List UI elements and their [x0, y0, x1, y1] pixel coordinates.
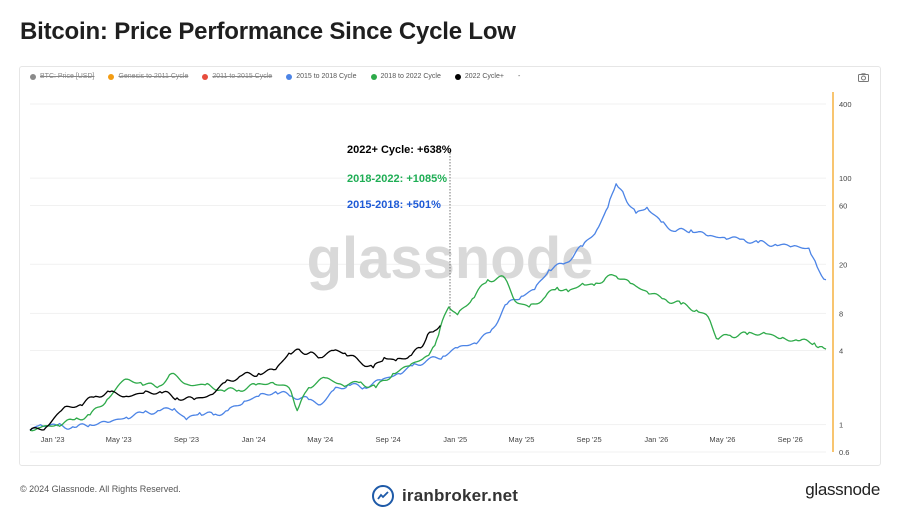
legend-dot-icon: [108, 73, 115, 80]
chart-panel: [19, 66, 881, 466]
camera-icon[interactable]: [858, 73, 869, 85]
x-tick-label: Sep '25: [577, 435, 602, 444]
x-tick-label: Sep '24: [375, 435, 400, 444]
series-line-2015-to-2018-cycle: [29, 183, 827, 431]
x-tick-label: Jan '23: [41, 435, 65, 444]
x-tick-label: Sep '26: [778, 435, 803, 444]
y-tick-label: 20: [839, 260, 847, 269]
x-tick-label: May '23: [106, 435, 132, 444]
trend-icon: [372, 485, 394, 507]
legend-dot-icon: [30, 73, 36, 80]
gridlines: [30, 103, 826, 453]
x-tick-label: May '26: [709, 435, 735, 444]
x-tick-label: Jan '26: [644, 435, 668, 444]
series-line-2022-cycle-: [29, 325, 441, 431]
page-title: Bitcoin: Price Performance Since Cycle L…: [20, 18, 516, 45]
legend-label: 2015 to 2018 Cycle: [296, 73, 357, 80]
legend-label: 2022 Cycle+: [464, 73, 504, 80]
y-tick-label: 8: [839, 309, 843, 318]
legend-label: Genesis to 2011 Cycle: [118, 73, 189, 80]
chart-legend: BTC: Price [USD] Genesis to 2011 Cycle 2…: [30, 73, 520, 80]
y-tick-label: 0.6: [839, 448, 849, 457]
x-tick-label: Jan '24: [242, 435, 266, 444]
legend-item-btc-price[interactable]: BTC: Price [USD]: [30, 73, 94, 80]
series-line-2018-to-2022-cycle: [29, 274, 827, 432]
y-tick-label: 1: [839, 421, 843, 430]
y-axis-ticks: 400 100 60 20 8 4 1 0.6: [839, 100, 852, 457]
annotation-2015-2018: 2015-2018: +501%: [347, 199, 441, 211]
y-tick-label: 100: [839, 174, 852, 183]
x-tick-label: Jan '25: [443, 435, 467, 444]
site-text: iranbroker.net: [402, 486, 519, 505]
legend-label: -: [517, 73, 521, 80]
legend-item-2015-2018[interactable]: 2015 to 2018 Cycle: [286, 73, 357, 80]
y-tick-label: 400: [839, 100, 852, 109]
site-watermark: iranbroker.net: [372, 485, 518, 507]
x-tick-label: May '24: [307, 435, 333, 444]
legend-label: 2011 to 2015 Cycle: [212, 73, 273, 80]
annotation-2022-cycle: 2022+ Cycle: +638%: [347, 144, 452, 156]
legend-dot-icon: [286, 73, 293, 80]
legend-item-genesis-2011[interactable]: Genesis to 2011 Cycle: [108, 73, 188, 80]
legend-label: BTC: Price [USD]: [40, 73, 95, 80]
legend-dot-icon: [454, 73, 461, 80]
footer-copyright: © 2024 Glassnode. All Rights Reserved.: [20, 484, 181, 494]
legend-item-2018-2022[interactable]: 2018 to 2022 Cycle: [370, 73, 441, 80]
brand-logo: glassnode: [805, 480, 880, 499]
legend-dot-icon: [370, 73, 377, 80]
annotations: 2022+ Cycle: +638% 2018-2022: +1085% 201…: [347, 144, 452, 318]
legend-dot-icon: [202, 73, 209, 80]
legend-item-2011-2015[interactable]: 2011 to 2015 Cycle: [202, 73, 272, 80]
y-tick-label: 4: [839, 346, 843, 355]
series-lines: [29, 183, 827, 432]
x-axis-ticks: Jan '23 May '23 Sep '23 Jan '24 May '24 Sep '…: [41, 435, 803, 444]
annotation-2018-2022: 2018-2022: +1085%: [347, 173, 447, 185]
legend-label: 2018 to 2022 Cycle: [380, 73, 441, 80]
x-tick-label: May '25: [508, 435, 534, 444]
legend-item-extra[interactable]: -: [518, 73, 520, 80]
legend-item-2022-cycle[interactable]: 2022 Cycle+: [454, 73, 504, 80]
x-tick-label: Sep '23: [174, 435, 199, 444]
y-tick-label: 60: [839, 201, 847, 210]
